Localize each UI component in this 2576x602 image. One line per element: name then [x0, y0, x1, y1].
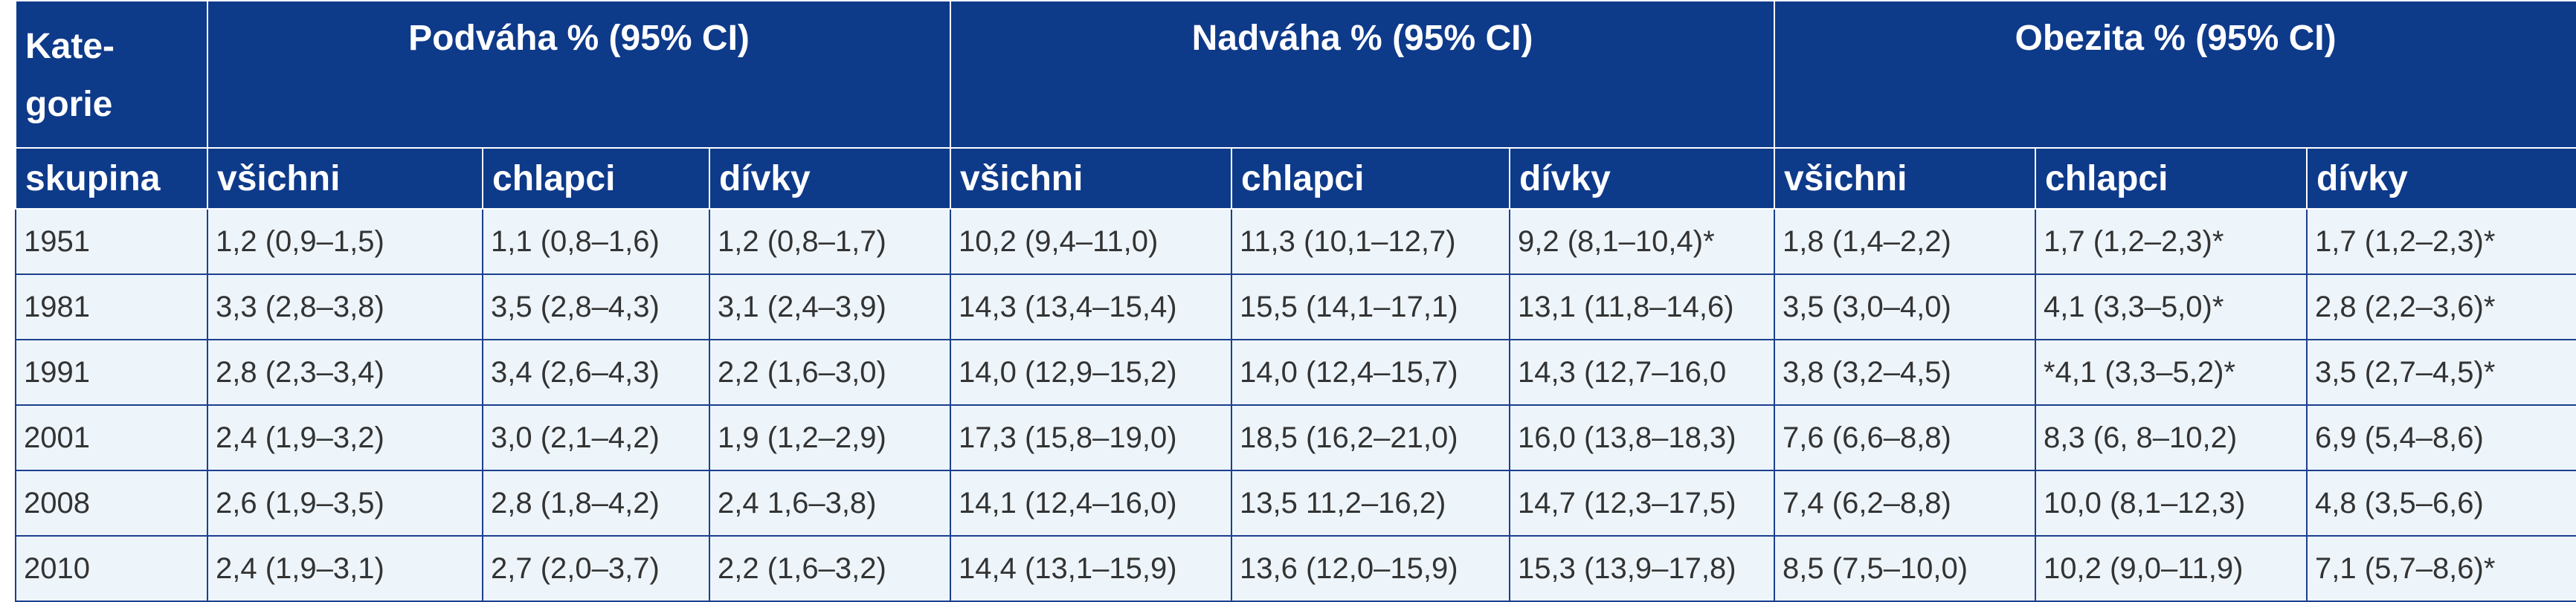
- table-row: 1951 1,2 (0,9–1,5) 1,1 (0,8–1,6) 1,2 (0,…: [15, 208, 2576, 275]
- subheader-chlapci: chlapci: [482, 147, 710, 210]
- table-cell: 7,6 (6,6–8,8): [1774, 404, 2037, 471]
- table-cell: 13,1 (11,8–14,6): [1509, 274, 1776, 340]
- group-header-nadvaha: Nadváha % (95% CI): [950, 0, 1776, 149]
- table-cell: 2,7 (2,0–3,7): [482, 535, 710, 602]
- table-cell: 3,8 (3,2–4,5): [1774, 339, 2037, 406]
- table-cell: 10,2 (9,4–11,0): [950, 208, 1233, 275]
- header-row-groups: Kate- gorie Podváha % (95% CI) Nadváha %…: [15, 0, 2576, 149]
- table-cell: 1,1 (0,8–1,6): [482, 208, 710, 275]
- table-cell: 2,4 (1,9–3,2): [207, 404, 483, 471]
- table-cell: 3,5 (2,8–4,3): [482, 274, 710, 340]
- table-cell: 2,6 (1,9–3,5): [207, 470, 483, 537]
- table-cell: 2,4 1,6–3,8): [708, 470, 952, 537]
- table-row: 2010 2,4 (1,9–3,1) 2,7 (2,0–3,7) 2,2 (1,…: [15, 535, 2576, 602]
- table-cell: 3,4 (2,6–4,3): [482, 339, 710, 406]
- table-cell: 18,5 (16,2–21,0): [1231, 404, 1511, 471]
- table-cell: 10,2 (9,0–11,9): [2035, 535, 2308, 602]
- table-cell: 17,3 (15,8–19,0): [950, 404, 1233, 471]
- subheader-divky: dívky: [2306, 147, 2576, 210]
- table-body: 1951 1,2 (0,9–1,5) 1,1 (0,8–1,6) 1,2 (0,…: [15, 208, 2576, 602]
- table-cell: 2,8 (1,8–4,2): [482, 470, 710, 537]
- table-cell: 11,3 (10,1–12,7): [1231, 208, 1511, 275]
- table-cell: 15,5 (14,1–17,1): [1231, 274, 1511, 340]
- table-row: 2001 2,4 (1,9–3,2) 3,0 (2,1–4,2) 1,9 (1,…: [15, 404, 2576, 471]
- year-cell: 2008: [15, 470, 208, 537]
- table-cell: 6,9 (5,4–8,6): [2306, 404, 2576, 471]
- year-cell: 1951: [15, 208, 208, 275]
- table-cell: 8,5 (7,5–10,0): [1774, 535, 2037, 602]
- subheader-vsichni: všichni: [1774, 147, 2037, 210]
- table-cell: 2,2 (1,6–3,0): [708, 339, 952, 406]
- table-cell: 10,0 (8,1–12,3): [2035, 470, 2308, 537]
- table-cell: 3,3 (2,8–3,8): [207, 274, 483, 340]
- category-header-line2: gorie: [25, 85, 113, 124]
- table-cell: *4,1 (3,3–5,2)*: [2035, 339, 2308, 406]
- table-row: 2008 2,6 (1,9–3,5) 2,8 (1,8–4,2) 2,4 1,6…: [15, 470, 2576, 537]
- table-row: 1981 3,3 (2,8–3,8) 3,5 (2,8–4,3) 3,1 (2,…: [15, 274, 2576, 340]
- table-cell: 13,5 11,2–16,2): [1231, 470, 1511, 537]
- table-cell: 3,0 (2,1–4,2): [482, 404, 710, 471]
- subheader-divky: dívky: [708, 147, 952, 210]
- year-cell: 2010: [15, 535, 208, 602]
- header-row-subgroups: skupina všichni chlapci dívky všichni ch…: [15, 147, 2576, 210]
- table-cell: 14,4 (13,1–15,9): [950, 535, 1233, 602]
- table-cell: 2,8 (2,3–3,4): [207, 339, 483, 406]
- table-cell: 7,1 (5,7–8,6)*: [2306, 535, 2576, 602]
- table-cell: 16,0 (13,8–18,3): [1509, 404, 1776, 471]
- year-cell: 1981: [15, 274, 208, 340]
- table-cell: 1,7 (1,2–2,3)*: [2035, 208, 2308, 275]
- category-header-line1: Kate-: [25, 27, 115, 66]
- subheader-chlapci: chlapci: [1231, 147, 1511, 210]
- table-cell: 1,9 (1,2–2,9): [708, 404, 952, 471]
- table-row: 1991 2,8 (2,3–3,4) 3,4 (2,6–4,3) 2,2 (1,…: [15, 339, 2576, 406]
- table-cell: 9,2 (8,1–10,4)*: [1509, 208, 1776, 275]
- table-cell: 13,6 (12,0–15,9): [1231, 535, 1511, 602]
- table-cell: 14,3 (12,7–16,0: [1509, 339, 1776, 406]
- table-cell: 2,8 (2,2–3,6)*: [2306, 274, 2576, 340]
- subheader-divky: dívky: [1509, 147, 1776, 210]
- table-cell: 14,0 (12,4–15,7): [1231, 339, 1511, 406]
- table-cell: 14,3 (13,4–15,4): [950, 274, 1233, 340]
- table-cell: 3,5 (2,7–4,5)*: [2306, 339, 2576, 406]
- table-cell: 3,1 (2,4–3,9): [708, 274, 952, 340]
- subheader-vsichni: všichni: [207, 147, 483, 210]
- subheader-skupina: skupina: [15, 147, 208, 210]
- table-cell: 7,4 (6,2–8,8): [1774, 470, 2037, 537]
- table-cell: 3,5 (3,0–4,0): [1774, 274, 2037, 340]
- table-cell: 1,2 (0,8–1,7): [708, 208, 952, 275]
- table-cell: 4,1 (3,3–5,0)*: [2035, 274, 2308, 340]
- table-cell: 14,0 (12,9–15,2): [950, 339, 1233, 406]
- table-cell: 14,1 (12,4–16,0): [950, 470, 1233, 537]
- table-cell: 14,7 (12,3–17,5): [1509, 470, 1776, 537]
- table-cell: 1,2 (0,9–1,5): [207, 208, 483, 275]
- category-header: Kate- gorie: [15, 0, 208, 149]
- table-cell: 2,4 (1,9–3,1): [207, 535, 483, 602]
- table-cell: 4,8 (3,5–6,6): [2306, 470, 2576, 537]
- table-cell: 8,3 (6, 8–10,2): [2035, 404, 2308, 471]
- table-frame: Kate- gorie Podváha % (95% CI) Nadváha %…: [15, 0, 2576, 602]
- table-cell: 1,7 (1,2–2,3)*: [2306, 208, 2576, 275]
- year-cell: 1991: [15, 339, 208, 406]
- table-cell: 15,3 (13,9–17,8): [1509, 535, 1776, 602]
- table-cell: 1,8 (1,4–2,2): [1774, 208, 2037, 275]
- subheader-chlapci: chlapci: [2035, 147, 2308, 210]
- group-header-podvaha: Podváha % (95% CI): [206, 0, 952, 149]
- group-header-obezita: Obezita % (95% CI): [1774, 0, 2576, 149]
- subheader-vsichni: všichni: [950, 147, 1233, 210]
- table-cell: 2,2 (1,6–3,2): [708, 535, 952, 602]
- year-cell: 2001: [15, 404, 208, 471]
- prevalence-table: Kate- gorie Podváha % (95% CI) Nadváha %…: [15, 0, 2576, 602]
